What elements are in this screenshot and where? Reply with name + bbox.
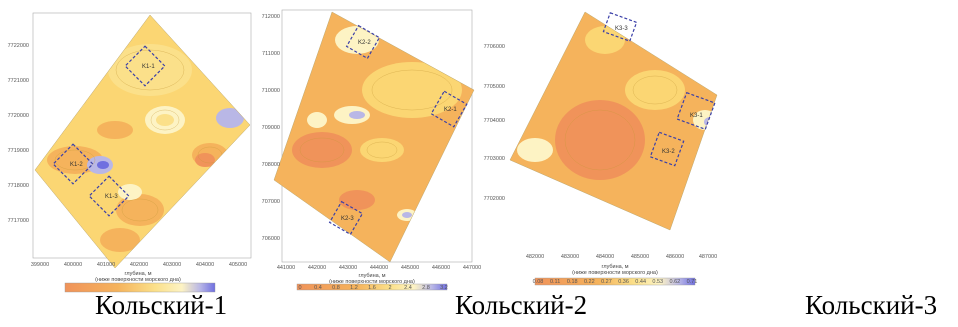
x-tick: 487000 bbox=[699, 254, 717, 260]
box-k2-1 bbox=[430, 90, 468, 128]
legend-values: 0 0.4 0.8 1.2 1.6 2 2.4 2.8 3.2 bbox=[298, 285, 447, 291]
depth-surface bbox=[35, 15, 250, 268]
legend-subtitle: (ниже поверхности морского дна) bbox=[329, 279, 415, 285]
legend-value: 1.2 bbox=[350, 285, 358, 291]
box-k2-2 bbox=[345, 24, 381, 60]
box-label-k1-2: K1-2 bbox=[70, 162, 83, 168]
x-tick: 485000 bbox=[631, 254, 649, 260]
box-k1-3 bbox=[88, 175, 130, 217]
y-tick: 7718000 bbox=[8, 183, 29, 189]
legend-value: 0.18 bbox=[567, 279, 578, 285]
x-tick: 442000 bbox=[308, 265, 326, 271]
box-label-k2-2: K2-2 bbox=[358, 40, 371, 46]
y-tick: 7704000 bbox=[484, 118, 505, 124]
caption-kolsky-2: Кольский-2 bbox=[455, 290, 588, 320]
legend-value: 3.2 bbox=[440, 285, 448, 291]
y-tick: 7720000 bbox=[8, 113, 29, 119]
map-frame bbox=[32, 12, 252, 259]
x-tick: 444000 bbox=[370, 265, 388, 271]
x-tick: 400000 bbox=[64, 262, 82, 268]
legend-value: 0.36 bbox=[618, 279, 629, 285]
y-tick: 7706000 bbox=[262, 236, 280, 242]
x-tick: 404000 bbox=[196, 262, 214, 268]
legend-value: 1.6 bbox=[368, 285, 376, 291]
y-tick: 7703000 bbox=[484, 156, 505, 162]
x-tick: 443000 bbox=[339, 265, 357, 271]
y-tick: 7707000 bbox=[262, 199, 280, 205]
legend-value: 0.71 bbox=[687, 279, 698, 285]
legend-value: 0.53 bbox=[652, 279, 663, 285]
box-label-k3-3: K3-3 bbox=[615, 26, 628, 32]
depth-surface bbox=[510, 12, 717, 230]
map-kolsky-1: K1-1 K1-2 K1-3 7722000 7721000 7720000 7… bbox=[0, 0, 258, 298]
legend-value: 2.4 bbox=[404, 285, 412, 291]
legend-value: 0.62 bbox=[670, 279, 681, 285]
x-tick: 445000 bbox=[401, 265, 419, 271]
y-tick: 7712000 bbox=[262, 14, 280, 20]
y-tick: 7709000 bbox=[262, 125, 280, 131]
y-tick: 7722000 bbox=[8, 43, 29, 49]
color-legend bbox=[64, 282, 216, 293]
legend-values: 0.08 0.11 0.18 0.22 0.27 0.36 0.44 0.53 0.62 0.71 bbox=[533, 279, 698, 285]
legend-value: 0.22 bbox=[584, 279, 595, 285]
map-kolsky-2: K2-2 K2-1 K2-3 7712000 7711000 7710000 7… bbox=[262, 0, 502, 298]
caption-kolsky-1: Кольский-1 bbox=[95, 290, 228, 320]
legend-value: 0.4 bbox=[314, 285, 322, 291]
x-tick: 403000 bbox=[163, 262, 181, 268]
legend-title: глубина, м bbox=[601, 264, 628, 270]
x-tick: 486000 bbox=[666, 254, 684, 260]
x-tick: 402000 bbox=[130, 262, 148, 268]
y-tick: 7721000 bbox=[8, 78, 29, 84]
caption-kolsky-3: Кольский-3 bbox=[805, 290, 938, 320]
x-tick: 401000 bbox=[97, 262, 115, 268]
box-k3-3 bbox=[602, 12, 638, 42]
x-tick: 405000 bbox=[229, 262, 247, 268]
legend-title: глубина, м bbox=[124, 271, 151, 277]
y-tick: 7719000 bbox=[8, 148, 29, 154]
box-label-k1-1: K1-1 bbox=[142, 64, 155, 70]
y-tick: 7702000 bbox=[484, 196, 505, 202]
x-tick: 446000 bbox=[432, 265, 450, 271]
box-label-k1-3: K1-3 bbox=[105, 194, 118, 200]
y-tick: 7711000 bbox=[262, 51, 280, 57]
y-tick: 7705000 bbox=[484, 84, 505, 90]
box-label-k3-2: K3-2 bbox=[662, 149, 675, 155]
legend-title: глубина, м bbox=[358, 273, 385, 279]
color-legend bbox=[296, 283, 448, 291]
x-tick: 441000 bbox=[277, 265, 295, 271]
color-legend bbox=[534, 277, 696, 286]
depth-surface bbox=[274, 12, 474, 262]
x-tick: 482000 bbox=[526, 254, 544, 260]
y-tick: 7706000 bbox=[484, 44, 505, 50]
box-label-k3-1: K3-1 bbox=[690, 113, 703, 119]
legend-value: 2 bbox=[388, 285, 391, 291]
box-k2-3 bbox=[328, 200, 364, 236]
box-k1-1 bbox=[124, 45, 166, 87]
x-tick: 484000 bbox=[596, 254, 614, 260]
x-tick: 447000 bbox=[463, 265, 481, 271]
legend-value: 2.8 bbox=[422, 285, 430, 291]
box-label-k2-3: K2-3 bbox=[341, 216, 354, 222]
box-label-k2-1: K2-1 bbox=[444, 107, 457, 113]
legend-value: 0.08 bbox=[533, 279, 544, 285]
y-tick: 7708000 bbox=[262, 162, 280, 168]
y-tick: 7710000 bbox=[262, 88, 280, 94]
legend-value: 0.27 bbox=[601, 279, 612, 285]
x-tick: 399000 bbox=[31, 262, 49, 268]
y-tick: 7717000 bbox=[8, 218, 29, 224]
legend-value: 0.8 bbox=[332, 285, 340, 291]
legend-value: 0.11 bbox=[550, 279, 560, 285]
legend-value: 0 bbox=[298, 285, 301, 291]
x-tick: 483000 bbox=[561, 254, 579, 260]
map-kolsky-3: K3-3 K3-1 K3-2 7706000 482000 483000 484… bbox=[505, 0, 720, 298]
legend-subtitle: (ниже поверхности морского дна) bbox=[572, 270, 658, 276]
legend-value: 0.44 bbox=[635, 279, 646, 285]
map-kolsky-3-y-axis: 7706000 7705000 7704000 7703000 7702000 bbox=[478, 0, 506, 260]
legend-subtitle: (ниже поверхности морского дна) bbox=[95, 277, 181, 283]
box-k1-2 bbox=[52, 143, 94, 185]
